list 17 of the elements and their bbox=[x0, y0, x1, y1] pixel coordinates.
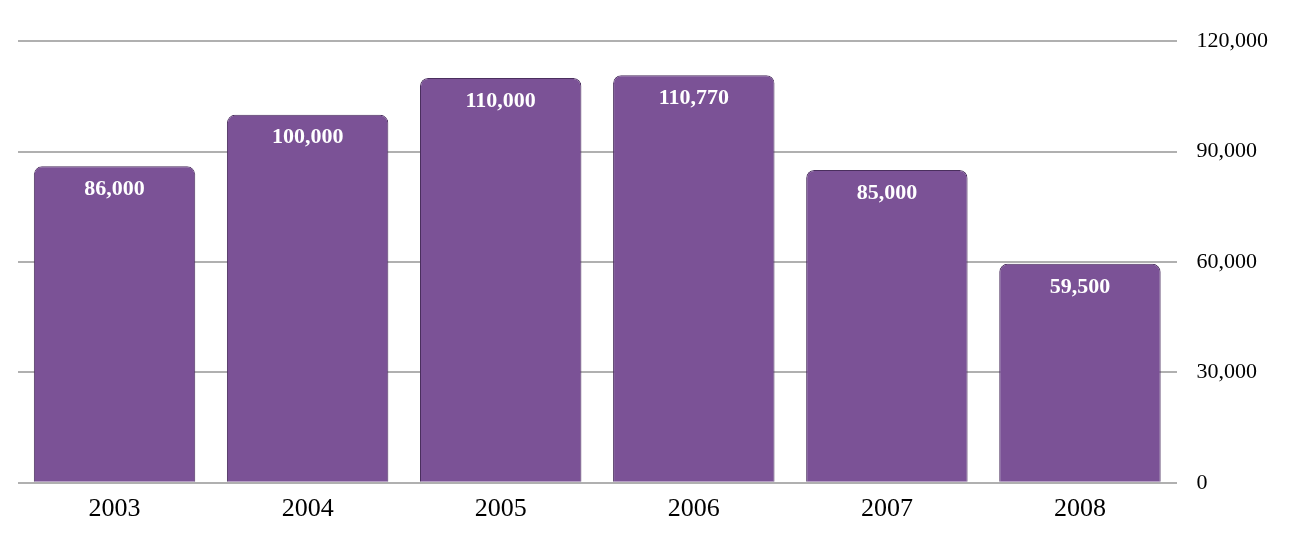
y-tick-label: 0 bbox=[1196, 468, 1208, 494]
x-tick-label: 2007 bbox=[860, 493, 913, 523]
data-label: 86,000 bbox=[84, 175, 145, 201]
data-label: 59,500 bbox=[1049, 272, 1111, 298]
data-label: 110,770 bbox=[658, 83, 729, 109]
y-tick-label: 120,000 bbox=[1196, 26, 1268, 52]
x-tick-label: 2005 bbox=[474, 493, 527, 523]
y-tick-label: 60,000 bbox=[1196, 247, 1257, 273]
x-tick-label: 2008 bbox=[1053, 493, 1106, 523]
x-tick-label: 2003 bbox=[88, 493, 141, 523]
data-label: 85,000 bbox=[856, 178, 918, 204]
y-tick-label: 30,000 bbox=[1196, 358, 1257, 384]
data-label: 110,000 bbox=[465, 86, 536, 112]
x-tick-label: 2006 bbox=[667, 493, 720, 523]
y-tick-label: 90,000 bbox=[1196, 137, 1257, 163]
data-label: 100,000 bbox=[271, 123, 344, 149]
x-tick-label: 2004 bbox=[281, 493, 334, 523]
